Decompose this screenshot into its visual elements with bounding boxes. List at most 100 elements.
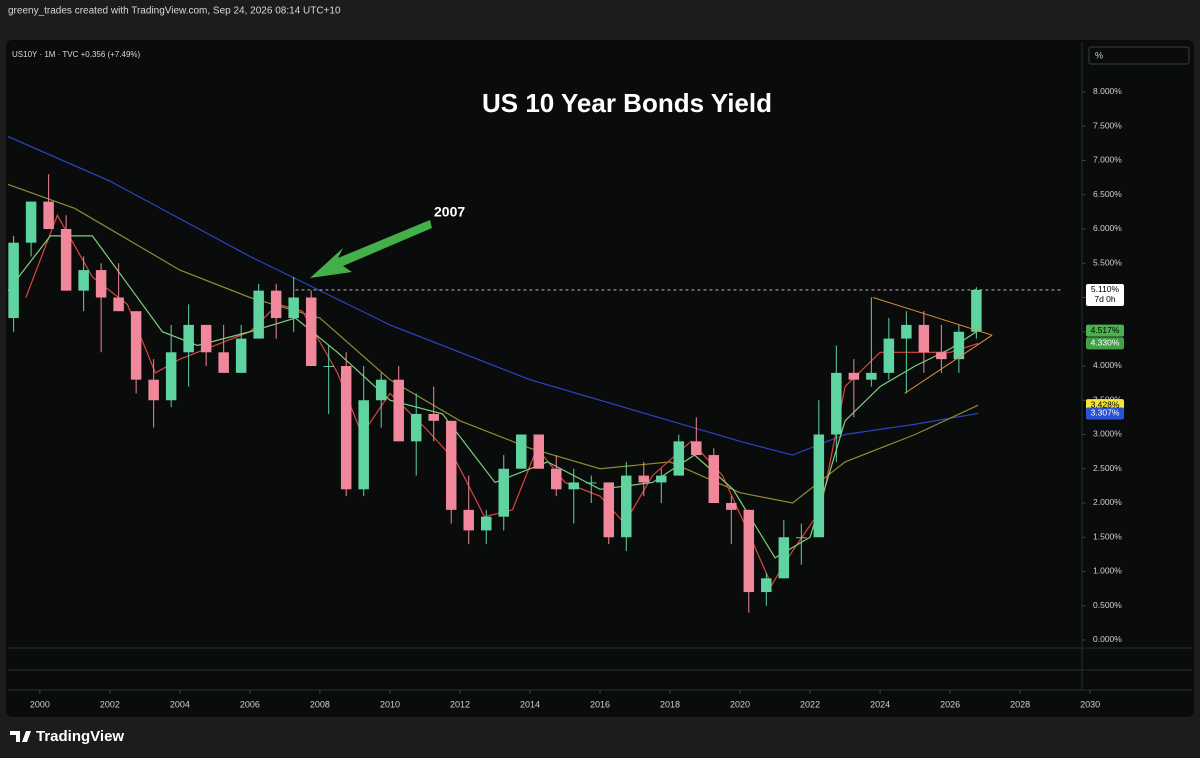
x-tick-label: 2024 bbox=[870, 699, 890, 709]
y-tick-label: 8.000% bbox=[1093, 86, 1122, 96]
annotation: 2007 bbox=[434, 204, 465, 220]
trendline bbox=[904, 334, 993, 394]
y-tick-label: 5.500% bbox=[1093, 257, 1122, 267]
countdown: 7d 0h bbox=[1094, 294, 1116, 304]
y-tick-label: 2.000% bbox=[1093, 497, 1122, 507]
x-tick-label: 2014 bbox=[520, 699, 540, 709]
y-tick-label: 6.500% bbox=[1093, 189, 1122, 199]
price-label-bg bbox=[1086, 337, 1124, 350]
y-tick-label: 0.500% bbox=[1093, 600, 1122, 610]
candle-body bbox=[463, 509, 474, 531]
price-label: 4.330% bbox=[1091, 338, 1120, 348]
trendline bbox=[872, 297, 993, 336]
price-label-bg bbox=[1086, 407, 1124, 420]
x-tick-label: 2022 bbox=[800, 699, 820, 709]
candle-body bbox=[673, 441, 685, 476]
candle-body bbox=[288, 297, 299, 319]
candle-body bbox=[708, 455, 720, 503]
x-tick-label: 2028 bbox=[1010, 699, 1030, 709]
candle-body bbox=[743, 509, 755, 593]
x-tick-label: 2008 bbox=[310, 699, 330, 709]
x-tick-label: 2012 bbox=[450, 699, 470, 709]
candle-body bbox=[60, 228, 72, 291]
candle-body bbox=[533, 434, 544, 469]
candle-body bbox=[691, 441, 702, 456]
moving-average bbox=[25, 213, 979, 587]
x-tick-label: 2006 bbox=[240, 699, 260, 709]
candle-body bbox=[796, 537, 807, 539]
candle-body bbox=[8, 242, 19, 319]
footer-logo bbox=[10, 731, 31, 742]
price-label: 4.517% bbox=[1091, 325, 1120, 335]
unit-label: % bbox=[1095, 50, 1103, 60]
candle-body bbox=[515, 434, 527, 469]
candle-body bbox=[323, 365, 334, 367]
candle-body bbox=[218, 352, 229, 373]
candle-body bbox=[586, 482, 597, 484]
symbol-info: US10Y · 1M · TVC +0.356 (+7.49%) bbox=[12, 50, 141, 59]
x-tick-label: 2010 bbox=[380, 699, 400, 709]
candle-body bbox=[831, 372, 842, 435]
candle-body bbox=[621, 475, 632, 538]
unit-button[interactable] bbox=[1088, 46, 1190, 65]
candle-body bbox=[726, 502, 737, 510]
y-tick-label: 4.000% bbox=[1093, 360, 1122, 370]
credit: greeny_trades created with TradingView.c… bbox=[8, 6, 341, 17]
y-tick-label: 3.000% bbox=[1093, 429, 1122, 439]
candle-body bbox=[778, 537, 790, 579]
candle-body bbox=[761, 578, 772, 593]
candle-body bbox=[340, 365, 352, 490]
candle-body bbox=[183, 324, 194, 353]
candle-body bbox=[270, 290, 282, 319]
candle-body bbox=[498, 468, 509, 517]
candle-body bbox=[410, 413, 422, 442]
candle-body bbox=[918, 324, 930, 353]
candle-body bbox=[393, 379, 404, 442]
candle-body bbox=[936, 352, 947, 360]
logo-mark bbox=[10, 731, 31, 742]
moving-average bbox=[7, 135, 979, 456]
annotation-arrow bbox=[310, 220, 432, 278]
candle-body bbox=[130, 311, 142, 380]
x-tick-label: 2004 bbox=[170, 699, 190, 709]
y-tick-label: 1.000% bbox=[1093, 566, 1122, 576]
candle-body bbox=[43, 201, 54, 229]
x-tick-label: 2000 bbox=[30, 699, 50, 709]
y-tick-label: 7.000% bbox=[1093, 155, 1122, 165]
y-tick-label: 2.500% bbox=[1093, 463, 1122, 473]
y-tick-label: 6.000% bbox=[1093, 223, 1122, 233]
candle-body bbox=[305, 297, 317, 366]
chart-panel bbox=[6, 40, 1194, 717]
candle-body bbox=[113, 297, 124, 312]
candle-body bbox=[656, 475, 667, 483]
candle-body bbox=[813, 434, 825, 538]
y-tick-label: 1.500% bbox=[1093, 531, 1122, 541]
candle-body bbox=[358, 400, 369, 490]
candle-body bbox=[445, 420, 457, 510]
candle-body bbox=[428, 413, 439, 421]
x-tick-label: 2018 bbox=[660, 699, 680, 709]
candle-body bbox=[848, 372, 860, 380]
candle-body bbox=[200, 324, 212, 353]
candle-body bbox=[148, 379, 159, 401]
x-tick-label: 2030 bbox=[1080, 699, 1100, 709]
candle-body bbox=[953, 331, 965, 360]
candle-body bbox=[638, 475, 650, 483]
brand: TradingView bbox=[36, 728, 124, 745]
candle-body bbox=[901, 324, 912, 339]
candle-body bbox=[883, 338, 895, 373]
candle-body bbox=[78, 270, 89, 291]
price-label: 3.428% bbox=[1091, 399, 1120, 409]
candle-body bbox=[25, 201, 37, 243]
candle-body bbox=[971, 289, 982, 332]
candle-body bbox=[375, 379, 387, 401]
candle-body bbox=[551, 468, 562, 490]
candle-body bbox=[95, 270, 107, 298]
moving-average bbox=[7, 235, 979, 559]
price-label: 5.110% bbox=[1091, 284, 1120, 294]
x-tick-label: 2020 bbox=[730, 699, 750, 709]
candle-body bbox=[165, 352, 177, 401]
y-tick-label: 0.000% bbox=[1093, 634, 1122, 644]
x-tick-label: 2026 bbox=[940, 699, 960, 709]
